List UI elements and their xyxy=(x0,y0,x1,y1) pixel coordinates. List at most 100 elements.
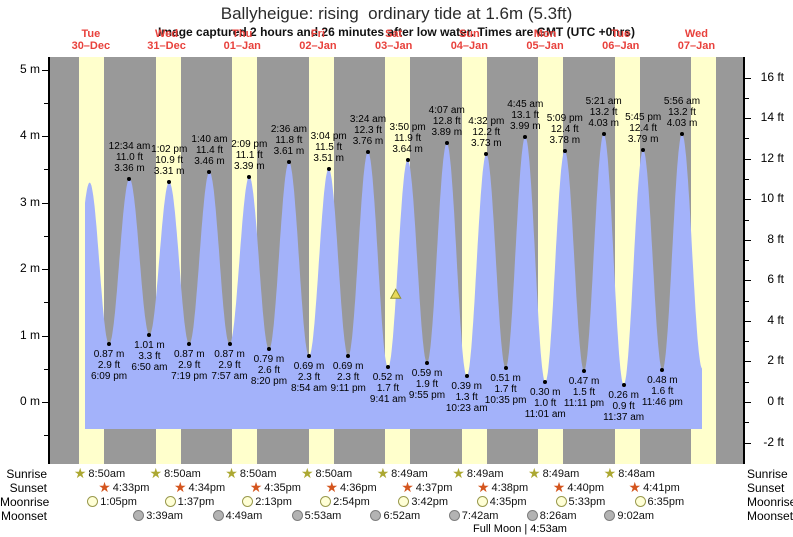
day-date: 31–Dec xyxy=(147,40,186,52)
feet-minor-tick xyxy=(745,422,749,424)
almanac-label-left-sunset: Sunset xyxy=(9,481,47,495)
annotation-line: 0.52 m xyxy=(372,372,404,384)
annotation-line: 11:11 pm xyxy=(563,397,605,409)
almanac-label-left-sunrise: Sunrise xyxy=(6,467,47,481)
annotation-line: 7:57 am xyxy=(211,371,248,383)
annotation-line: 5:09 pm xyxy=(546,112,583,124)
moonrise-time: 1:37pm xyxy=(177,495,215,508)
low-tide-dot xyxy=(543,380,548,385)
meter-tick xyxy=(42,269,48,270)
sunset-time: 4:34pm xyxy=(188,481,226,494)
annotation-line: 2:09 pm xyxy=(231,138,268,150)
moonrise-time: 6:35pm xyxy=(647,495,685,508)
feet-minor-tick xyxy=(745,341,749,343)
high-tide-dot xyxy=(247,174,252,179)
moonset-time: 5:53am xyxy=(304,509,342,522)
moonset-item: 3:39am xyxy=(133,509,183,522)
moonrise-icon xyxy=(476,496,488,507)
annotation-line: 2.9 ft xyxy=(178,360,201,372)
annotation-line: 3.78 m xyxy=(549,134,581,146)
sunset-item: ★ 4:33pm xyxy=(98,480,149,494)
moonset-item: 9:02am xyxy=(604,509,654,522)
feet-tick-label: 10 ft xyxy=(760,191,784,206)
moonset-icon xyxy=(448,510,460,521)
sunrise-time: 8:50am xyxy=(315,467,353,480)
low-tide-annotation: 0.87 m 2.9 ft 6:09 pm xyxy=(91,349,127,382)
sunrise-time: 8:50am xyxy=(239,467,277,480)
high-tide-annotation: 3:24 am 12.3 ft 3.76 m xyxy=(350,114,386,147)
sunrise-item: ★ 8:48am xyxy=(604,466,655,480)
moonset-item: 6:52am xyxy=(370,509,420,522)
sunset-time: 4:38pm xyxy=(491,481,529,494)
high-tide-dot xyxy=(326,166,331,171)
meter-tick-label: 3 m xyxy=(19,194,40,209)
annotation-line: 12.8 ft xyxy=(432,116,461,128)
high-tide-dot xyxy=(286,159,291,164)
annotation-line: 3.61 m xyxy=(273,145,305,157)
annotation-line: 3.99 m xyxy=(509,120,541,132)
annotation-line: 1.6 ft xyxy=(651,386,674,398)
day-date: 04–Jan xyxy=(450,40,488,52)
sunset-item: ★ 4:34pm xyxy=(174,480,226,494)
high-tide-annotation: 4:45 am 13.1 ft 3.99 m xyxy=(507,99,543,132)
annotation-line: 3.3 ft xyxy=(138,350,161,362)
sunrise-item: ★ 8:49am xyxy=(376,465,428,481)
low-tide-annotation: 0.59 m 1.9 ft 9:55 pm xyxy=(409,368,445,401)
annotation-line: 3.76 m xyxy=(352,135,384,147)
sunrise-time: 8:50am xyxy=(88,467,126,480)
day-name: Fri xyxy=(310,28,325,40)
high-tide-annotation: 12:34 am 11.0 ft 3.36 m xyxy=(109,141,151,174)
sunrise-time: 8:49am xyxy=(466,467,504,480)
annotation-line: 3.36 m xyxy=(114,162,145,174)
sunrise-item: ★ 8:49am xyxy=(452,466,504,480)
sunrise-icon: ★ xyxy=(300,465,314,481)
high-tide-annotation: 4:32 pm 12.2 ft 3.73 m xyxy=(468,116,504,149)
feet-minor-tick xyxy=(745,381,749,383)
annotation-line: 13.2 ft xyxy=(589,107,618,118)
moonset-time: 3:39am xyxy=(146,509,183,522)
moonset-time: 6:52am xyxy=(383,509,421,522)
annotation-line: 12.4 ft xyxy=(550,123,579,135)
moonrise-item: 2:54pm xyxy=(320,495,370,508)
annotation-line: 8:20 pm xyxy=(250,376,288,388)
annotation-line: 2.9 ft xyxy=(218,360,241,372)
sunset-time: 4:41pm xyxy=(643,481,680,494)
meter-tick xyxy=(42,69,48,71)
annotation-line: 0.30 m xyxy=(529,387,561,399)
day-label: Wed 31–Dec xyxy=(147,28,186,52)
high-tide-annotation: 1:02 pm 10.9 ft 3.31 m xyxy=(151,144,187,177)
annotation-line: 10:23 am xyxy=(445,403,488,415)
sunset-time: 4:35pm xyxy=(264,481,301,494)
meter-minor-tick xyxy=(44,169,48,171)
annotation-line: 2.6 ft xyxy=(257,365,281,377)
day-name: Tue xyxy=(81,28,101,40)
moonset-time: 8:26am xyxy=(539,509,577,522)
annotation-line: 4:32 pm xyxy=(468,115,505,127)
annotation-line: 4:45 am xyxy=(507,98,544,110)
meter-tick-label: 4 m xyxy=(19,128,40,142)
day-label: Thu 01–Jan xyxy=(224,28,261,52)
day-label: Sat 03–Jan xyxy=(375,28,412,52)
sunrise-icon: ★ xyxy=(376,465,390,481)
moonrise-time: 3:42pm xyxy=(411,495,449,508)
high-tide-dot xyxy=(207,169,212,174)
feet-minor-tick xyxy=(745,138,749,140)
high-tide-annotation: 5:56 am 13.2 ft 4.03 m xyxy=(664,96,700,129)
day-name: Thu xyxy=(232,28,253,40)
annotation-line: 4:07 am xyxy=(428,105,465,117)
annotation-line: 0.79 m xyxy=(253,354,285,366)
meter-tick xyxy=(42,136,48,137)
annotation-line: 11.5 ft xyxy=(315,141,343,153)
sunset-item: ★ 4:38pm xyxy=(477,480,529,494)
annotation-line: 11:01 am xyxy=(524,409,566,421)
moonset-time: 7:42am xyxy=(461,509,499,522)
sunset-time: 4:40pm xyxy=(567,481,605,494)
annotation-line: 7:19 pm xyxy=(171,371,208,383)
capture-note: Image captured 2 hours and 26 minutes af… xyxy=(158,25,635,39)
annotation-line: 0.51 m xyxy=(490,373,521,385)
annotation-line: 11:46 pm xyxy=(641,397,683,409)
page-title: Ballyheigue: rising ordinary tide at 1.6… xyxy=(220,4,573,23)
moonrise-item: 4:35pm xyxy=(476,495,527,508)
annotation-line: 1.01 m xyxy=(134,339,165,351)
feet-tick-label: 16 ft xyxy=(760,69,784,84)
